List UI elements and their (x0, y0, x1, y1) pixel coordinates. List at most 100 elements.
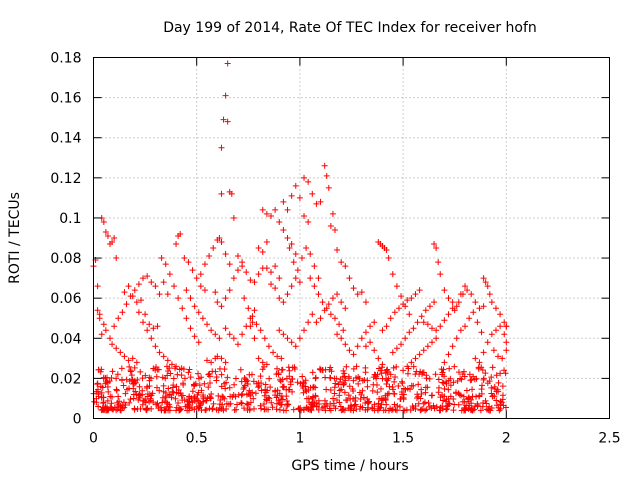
data-point (382, 392, 389, 399)
data-point (266, 375, 273, 382)
data-point (433, 327, 440, 334)
data-point (351, 402, 358, 409)
data-point (440, 379, 447, 386)
data-point (431, 241, 438, 248)
data-point (187, 325, 194, 332)
data-point (445, 386, 452, 393)
data-point (301, 174, 308, 181)
data-point (268, 399, 275, 406)
data-point (205, 384, 212, 391)
data-point (486, 378, 493, 385)
data-point (137, 405, 144, 412)
data-point (384, 368, 391, 375)
data-point (447, 382, 454, 389)
data-point (222, 92, 229, 99)
data-point (462, 404, 469, 411)
data-point (397, 396, 404, 403)
data-point (263, 397, 270, 404)
data-point (488, 331, 495, 338)
data-point (259, 359, 266, 366)
data-point (201, 287, 208, 294)
data-point (303, 245, 310, 252)
data-point (424, 321, 431, 328)
data-point (395, 383, 402, 390)
data-point (135, 396, 142, 403)
data-point (358, 289, 365, 296)
data-point (215, 392, 222, 399)
data-point (202, 407, 209, 414)
data-point (228, 190, 235, 197)
data-point (484, 339, 491, 346)
data-point (272, 388, 279, 395)
data-point (173, 407, 180, 414)
data-point (133, 299, 140, 306)
data-point (206, 393, 213, 400)
data-point (365, 399, 372, 406)
data-point (472, 299, 479, 306)
data-point (263, 396, 270, 403)
data-point (191, 382, 198, 389)
data-point (429, 392, 436, 399)
data-point (184, 398, 191, 405)
data-point (209, 406, 216, 413)
data-point (195, 405, 202, 412)
data-point (255, 271, 262, 278)
data-point (280, 226, 287, 233)
data-point (172, 365, 179, 372)
data-point (218, 383, 225, 390)
data-point (177, 230, 184, 237)
data-point (334, 247, 341, 254)
data-point (331, 375, 338, 382)
data-point (313, 403, 320, 410)
data-point (274, 353, 281, 360)
data-point (367, 323, 374, 330)
data-point (377, 385, 384, 392)
y-tick-label: 0.12 (50, 171, 81, 187)
x-tick-label: 1.5 (392, 431, 414, 447)
data-point (221, 380, 228, 387)
data-point (255, 355, 262, 362)
data-point (500, 402, 507, 409)
data-point (441, 385, 448, 392)
data-point (386, 383, 393, 390)
data-point (246, 387, 253, 394)
data-point (391, 378, 398, 385)
data-point (407, 386, 414, 393)
data-point (376, 395, 383, 402)
data-point (251, 279, 258, 286)
data-point (350, 351, 357, 358)
data-point (197, 271, 204, 278)
data-point (250, 378, 257, 385)
data-point (226, 261, 233, 268)
data-point (168, 361, 175, 368)
data-point (264, 387, 271, 394)
data-point (140, 319, 147, 326)
data-point (424, 384, 431, 391)
data-point (258, 387, 265, 394)
data-point (146, 321, 153, 328)
data-point (346, 275, 353, 282)
data-point (116, 398, 123, 405)
data-point (340, 327, 347, 334)
data-point (414, 319, 421, 326)
data-point (495, 353, 502, 360)
data-point (252, 390, 259, 397)
data-point (400, 367, 407, 374)
data-point (330, 395, 337, 402)
tick-labels: 0 0.02 0.04 0.06 0.08 0.1 0.12 0.14 0.16 0.18 0 0.5… (50, 51, 620, 447)
data-point (451, 307, 458, 314)
data-point (226, 331, 233, 338)
data-point (342, 341, 349, 348)
data-point (276, 218, 283, 225)
data-point (441, 317, 448, 324)
data-point (447, 375, 454, 382)
data-point (299, 373, 306, 380)
data-point (490, 347, 497, 354)
data-point (243, 269, 250, 276)
data-point (353, 406, 360, 413)
data-point (126, 385, 133, 392)
data-point (341, 389, 348, 396)
data-point (107, 335, 114, 342)
data-point (208, 359, 215, 366)
data-point (173, 241, 180, 248)
